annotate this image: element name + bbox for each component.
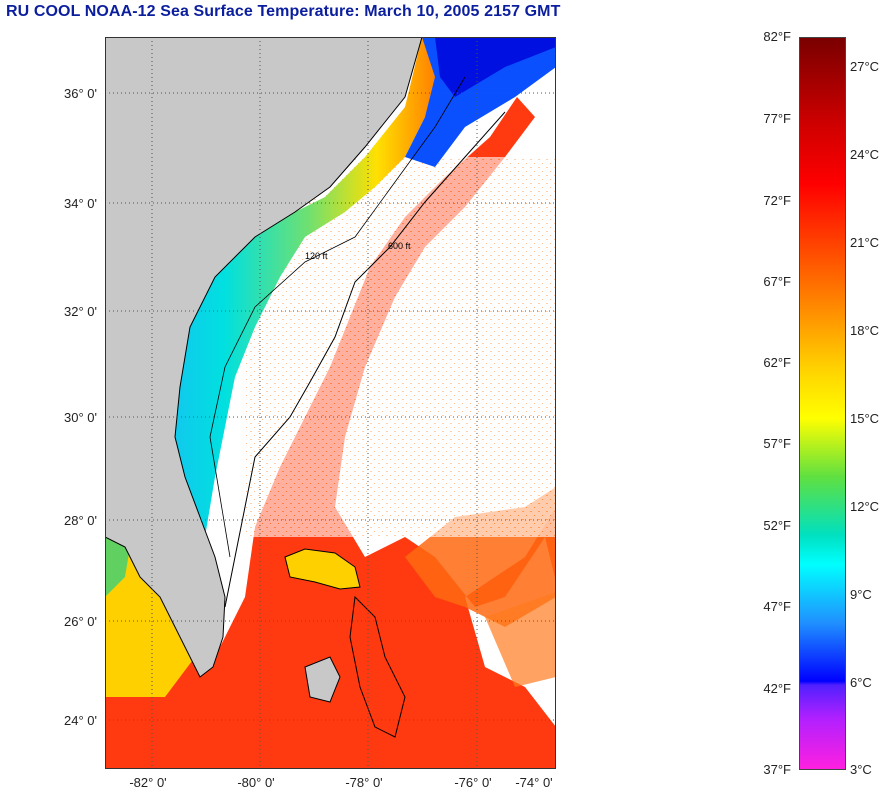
lat-label: 34° 0' xyxy=(64,196,97,211)
celsius-label: 9°C xyxy=(850,587,872,602)
fahrenheit-label: 62°F xyxy=(763,355,791,370)
lon-label: -80° 0' xyxy=(237,775,275,790)
lon-label: -78° 0' xyxy=(345,775,383,790)
lon-label: -76° 0' xyxy=(454,775,492,790)
fahrenheit-label: 37°F xyxy=(763,762,791,777)
temperature-colorbar xyxy=(799,37,846,770)
fahrenheit-label: 57°F xyxy=(763,436,791,451)
fahrenheit-label: 67°F xyxy=(763,274,791,289)
map-title: RU COOL NOAA-12 Sea Surface Temperature:… xyxy=(6,3,561,20)
celsius-label: 15°C xyxy=(850,411,880,426)
celsius-label: 6°C xyxy=(850,675,872,690)
celsius-label: 21°C xyxy=(850,235,880,250)
bahamas xyxy=(284,548,361,590)
contour-120ft xyxy=(209,76,466,558)
contour-label-600: 600 ft xyxy=(388,241,411,251)
celsius-label: 12°C xyxy=(850,499,880,514)
lat-label: 30° 0' xyxy=(64,410,97,425)
contour-600ft xyxy=(224,111,506,608)
lat-label: 26° 0' xyxy=(64,614,97,629)
fahrenheit-label: 52°F xyxy=(763,518,791,533)
celsius-label: 27°C xyxy=(850,59,880,74)
celsius-label: 18°C xyxy=(850,323,880,338)
celsius-label: 3°C xyxy=(850,762,872,777)
sst-map: 600 ft 120 ft xyxy=(105,37,556,769)
lon-label: -82° 0' xyxy=(129,775,167,790)
fahrenheit-label: 77°F xyxy=(763,111,791,126)
fahrenheit-label: 47°F xyxy=(763,599,791,614)
celsius-label: 24°C xyxy=(850,147,880,162)
lat-label: 28° 0' xyxy=(64,513,97,528)
fahrenheit-label: 42°F xyxy=(763,681,791,696)
lon-label: -74° 0' xyxy=(515,775,553,790)
contour-label-120: 120 ft xyxy=(305,251,328,261)
lat-label: 36° 0' xyxy=(64,86,97,101)
fahrenheit-label: 82°F xyxy=(763,29,791,44)
lat-label: 24° 0' xyxy=(64,713,97,728)
fahrenheit-label: 72°F xyxy=(763,193,791,208)
lat-label: 32° 0' xyxy=(64,304,97,319)
land xyxy=(105,37,423,678)
